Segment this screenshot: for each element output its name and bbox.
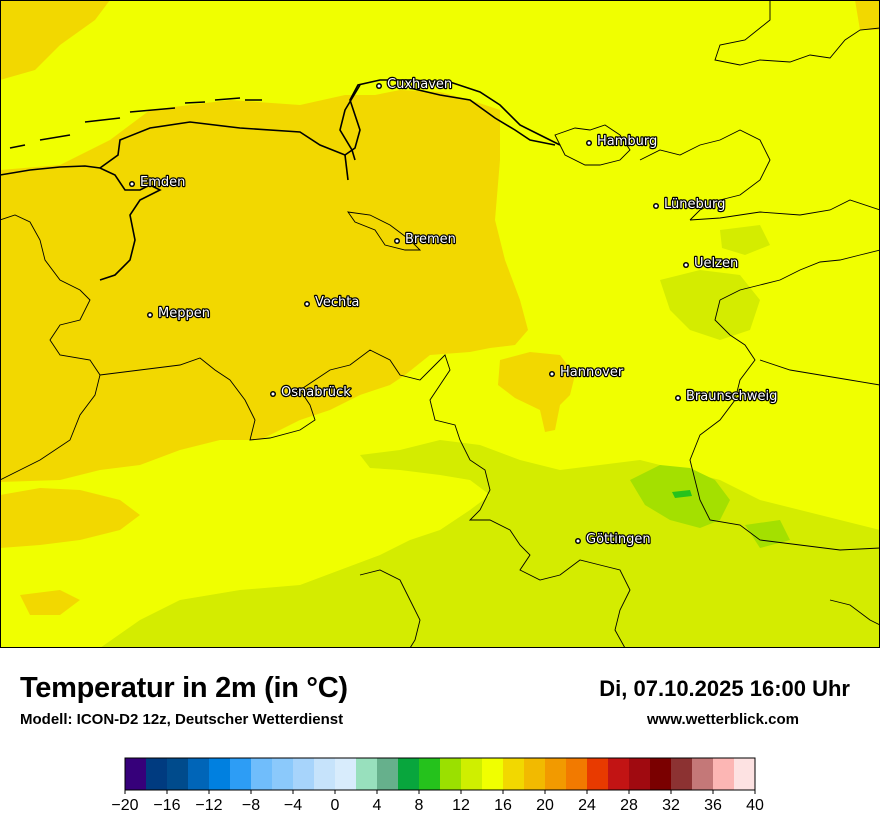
website-link[interactable]: www.wetterblick.com <box>647 711 799 728</box>
legend-swatch <box>167 758 189 790</box>
svg-text:Meppen: Meppen <box>158 306 210 321</box>
legend-swatch <box>650 758 672 790</box>
city-meppen: Meppen <box>147 305 211 322</box>
legend-swatch <box>293 758 315 790</box>
forecast-datetime: Di, 07.10.2025 16:00 Uhr <box>599 676 850 701</box>
temperature-field-20-24-b <box>498 352 575 432</box>
color-legend: −20 −16 −12 −8 −4 0 4 8 12 16 20 24 28 32 36 40 <box>100 755 780 825</box>
legend-swatch <box>524 758 546 790</box>
legend-tick-label: 36 <box>704 797 722 814</box>
legend-swatch <box>314 758 336 790</box>
svg-text:Lüneburg: Lüneburg <box>664 197 725 212</box>
city-uelzen: Uelzen <box>683 255 739 272</box>
legend-tick-label: −8 <box>242 797 260 814</box>
city-emden: Emden <box>129 174 187 191</box>
legend-swatch <box>251 758 273 790</box>
legend-swatch <box>125 758 147 790</box>
city-osnabrueck: Osnabrück <box>270 384 352 401</box>
svg-text:Vechta: Vechta <box>315 295 359 310</box>
legend-swatch <box>398 758 420 790</box>
legend-swatch <box>419 758 441 790</box>
legend-tick-label: 4 <box>373 797 382 814</box>
legend-tick-label: −16 <box>153 797 180 814</box>
legend-canvas: −20 −16 −12 −8 −4 0 4 8 12 16 20 24 28 32 36 40 <box>111 757 764 814</box>
legend-swatch <box>482 758 504 790</box>
map-title: Temperatur in 2m (in °C) <box>20 672 348 704</box>
legend-swatch <box>608 758 630 790</box>
legend-tick-label: 12 <box>452 797 470 814</box>
legend-swatch <box>713 758 735 790</box>
legend-tick-label: 32 <box>662 797 680 814</box>
legend-swatch <box>146 758 168 790</box>
legend-swatch <box>335 758 357 790</box>
legend-frame <box>124 757 756 791</box>
legend-swatch <box>440 758 462 790</box>
city-hannover: Hannover <box>549 364 625 381</box>
city-vechta: Vechta <box>304 294 361 311</box>
svg-text:Hamburg: Hamburg <box>597 134 657 149</box>
city-cuxhaven: Cuxhaven <box>376 76 453 93</box>
legend-tick-label: 40 <box>746 797 764 814</box>
svg-text:Braunschweig: Braunschweig <box>686 389 777 404</box>
legend-swatch <box>209 758 231 790</box>
temperature-map: Cuxhaven Hamburg Emden Lüneburg Bremen U… <box>0 0 880 648</box>
legend-swatch <box>503 758 525 790</box>
legend-swatch <box>545 758 567 790</box>
city-lueneburg: Lüneburg <box>653 196 727 213</box>
legend-swatch <box>461 758 483 790</box>
legend-swatch <box>566 758 588 790</box>
legend-tick-label: 8 <box>415 797 424 814</box>
city-bremen: Bremen <box>394 231 457 248</box>
legend-swatch <box>734 758 756 790</box>
legend-tick-label: 20 <box>536 797 554 814</box>
temperature-field-8-12 <box>630 465 790 548</box>
city-goettingen: Göttingen <box>575 531 652 548</box>
svg-text:Emden: Emden <box>140 175 185 190</box>
svg-text:Göttingen: Göttingen <box>586 532 651 547</box>
legend-swatch <box>377 758 399 790</box>
svg-text:Uelzen: Uelzen <box>694 256 738 271</box>
legend-tick-label: 16 <box>494 797 512 814</box>
model-subtitle: Modell: ICON-D2 12z, Deutscher Wetterdie… <box>20 711 344 728</box>
legend-swatch <box>692 758 714 790</box>
temperature-field-20-24 <box>0 0 528 482</box>
coastline <box>0 79 561 281</box>
legend-swatch <box>671 758 693 790</box>
legend-swatch <box>188 758 210 790</box>
legend-tick-label: 0 <box>331 797 340 814</box>
legend-swatch <box>587 758 609 790</box>
legend-tick-label: 24 <box>578 797 596 814</box>
legend-tick-label: −12 <box>195 797 222 814</box>
city-markers: Cuxhaven Hamburg Emden Lüneburg Bremen U… <box>129 76 779 548</box>
borders <box>0 0 880 648</box>
temperature-field-4-8 <box>672 490 692 498</box>
map-canvas: Cuxhaven Hamburg Emden Lüneburg Bremen U… <box>0 0 880 648</box>
city-hamburg: Hamburg <box>586 133 658 150</box>
svg-text:Cuxhaven: Cuxhaven <box>387 77 452 92</box>
legend-tick-label: −20 <box>111 797 138 814</box>
city-braunschweig: Braunschweig <box>675 388 779 405</box>
legend-swatch <box>230 758 252 790</box>
svg-text:Bremen: Bremen <box>405 232 456 247</box>
legend-swatch <box>272 758 294 790</box>
legend-swatch <box>356 758 378 790</box>
legend-swatch <box>629 758 651 790</box>
legend-tick-label: −4 <box>284 797 302 814</box>
legend-tick-label: 28 <box>620 797 638 814</box>
svg-text:Osnabrück: Osnabrück <box>281 385 351 400</box>
svg-text:Hannover: Hannover <box>560 365 624 380</box>
